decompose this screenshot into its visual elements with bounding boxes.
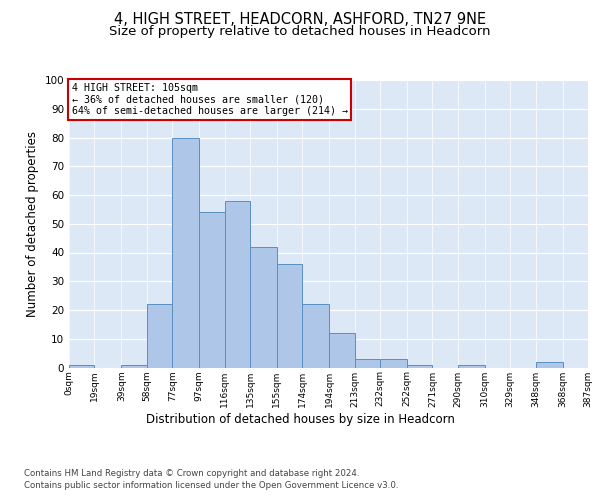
Bar — [458, 364, 485, 368]
Bar — [250, 246, 277, 368]
Text: 4 HIGH STREET: 105sqm
← 36% of detached houses are smaller (120)
64% of semi-det: 4 HIGH STREET: 105sqm ← 36% of detached … — [71, 83, 347, 116]
Bar — [199, 212, 224, 368]
Y-axis label: Number of detached properties: Number of detached properties — [26, 130, 39, 317]
Bar — [277, 264, 302, 368]
Bar — [302, 304, 329, 368]
Bar — [121, 364, 147, 368]
Bar — [329, 333, 355, 368]
Bar — [536, 362, 563, 368]
Text: Size of property relative to detached houses in Headcorn: Size of property relative to detached ho… — [109, 25, 491, 38]
Bar — [147, 304, 172, 368]
Bar — [224, 200, 250, 368]
Bar — [69, 364, 94, 368]
Text: Distribution of detached houses by size in Headcorn: Distribution of detached houses by size … — [146, 412, 454, 426]
Text: Contains HM Land Registry data © Crown copyright and database right 2024.: Contains HM Land Registry data © Crown c… — [24, 469, 359, 478]
Bar — [380, 359, 407, 368]
Bar — [407, 364, 433, 368]
Text: Contains public sector information licensed under the Open Government Licence v3: Contains public sector information licen… — [24, 481, 398, 490]
Text: 4, HIGH STREET, HEADCORN, ASHFORD, TN27 9NE: 4, HIGH STREET, HEADCORN, ASHFORD, TN27 … — [114, 12, 486, 28]
Bar — [355, 359, 380, 368]
Bar — [172, 138, 199, 368]
